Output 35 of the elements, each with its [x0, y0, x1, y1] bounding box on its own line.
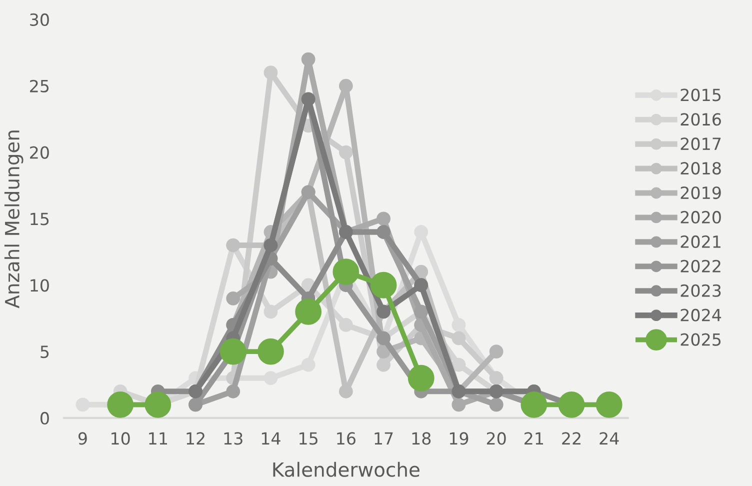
x-tick-label: 9	[78, 432, 87, 445]
legend-label: 2023	[680, 284, 721, 297]
legend-label: 2018	[680, 162, 721, 175]
x-tick-label: 22	[562, 432, 580, 445]
x-tick-label: 16	[337, 432, 356, 445]
y-tick-label: 25	[30, 80, 49, 92]
legend-label: 2021	[680, 235, 720, 248]
x-tick-label: 10	[112, 432, 130, 445]
legend-label: 2017	[680, 138, 721, 150]
x-tick-label: 14	[262, 432, 280, 445]
legend-label: 2019	[680, 186, 721, 200]
x-tick-label: 12	[186, 432, 204, 445]
x-tick-label: 15	[300, 432, 318, 445]
y-tick-label: 10	[30, 279, 49, 292]
x-axis-title: Kalenderwoche	[273, 462, 420, 477]
y-tick-label: 30	[30, 13, 49, 26]
x-tick-label: 17	[374, 432, 393, 445]
x-tick-label: 24	[600, 432, 619, 445]
x-tick-label: 20	[486, 432, 506, 445]
y-tick-label: 20	[30, 146, 49, 159]
x-tick-label: 13	[224, 432, 242, 445]
legend-label: 2015	[680, 88, 721, 102]
y-tick-label: 0	[40, 412, 49, 425]
legend-label: 2024	[680, 308, 722, 322]
legend-label: 2016	[680, 113, 721, 126]
x-tick-label: 18	[412, 432, 431, 445]
legend-label: 2020	[680, 210, 721, 224]
y-axis-title: Anzahl Meldungen	[4, 130, 24, 308]
x-tick-label: 11	[149, 432, 167, 445]
legend-label: 2025	[680, 333, 721, 346]
y-tick-label: 15	[30, 212, 49, 226]
x-tick-label: 21	[524, 432, 543, 445]
legend-label: 2022	[680, 260, 720, 272]
y-tick-label: 5	[40, 346, 49, 358]
x-tick-label: 19	[450, 432, 468, 445]
